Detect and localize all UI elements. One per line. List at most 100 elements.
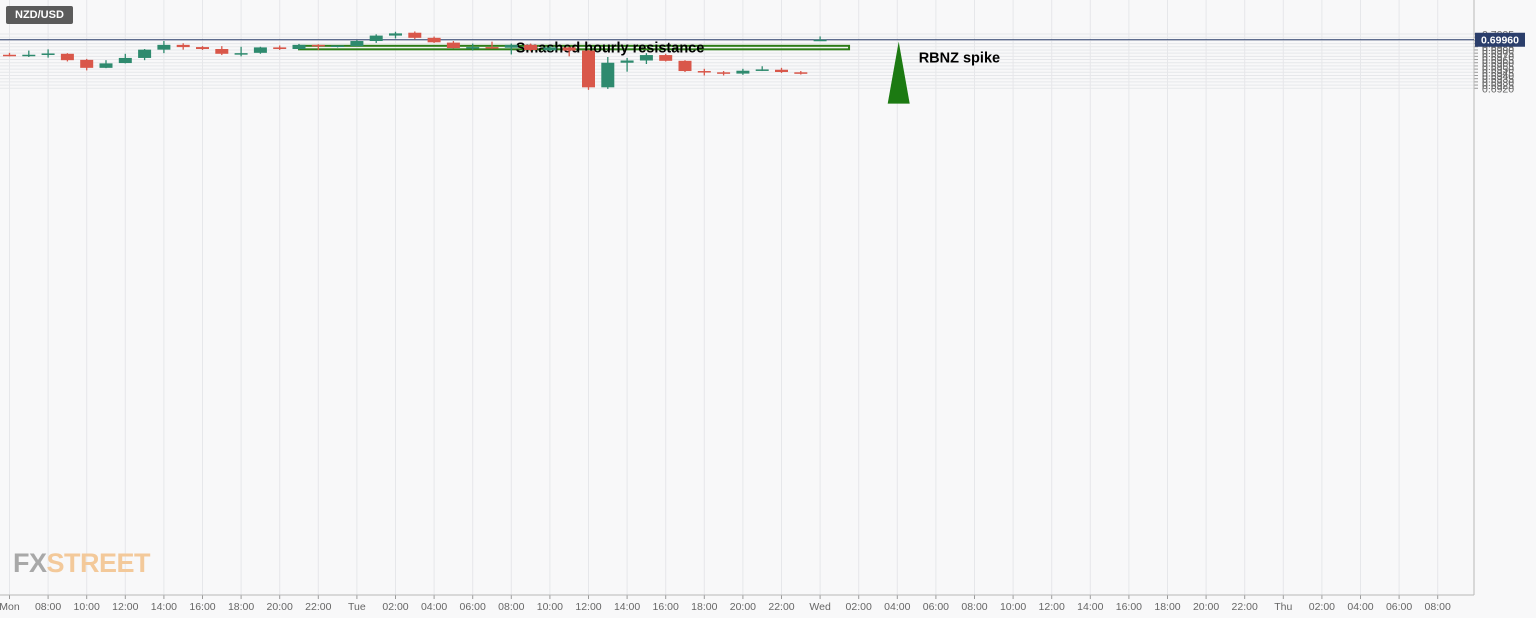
candle-body-bullish [504, 44, 518, 48]
x-tick-label: 12:00 [575, 601, 601, 613]
x-tick-label: 12:00 [112, 601, 138, 613]
y-tick-label: 0.6960 [1482, 58, 1514, 70]
candle-body-bullish [755, 69, 769, 71]
candle-body-bullish [138, 49, 152, 58]
candle-body-bearish [485, 47, 499, 49]
y-tick-label: 0.6965 [1482, 55, 1514, 67]
current-price-label: 0.69960 [1481, 35, 1519, 47]
x-tick-label: 14:00 [614, 601, 640, 613]
candle-body-bearish [215, 49, 229, 54]
candle-body-bullish [234, 53, 248, 55]
x-tick-label: 08:00 [498, 601, 524, 613]
candle-body-bearish [582, 50, 595, 88]
x-tick-label: 16:00 [189, 601, 215, 613]
candle-body-bearish [775, 69, 788, 72]
x-tick-label: 06:00 [1386, 601, 1412, 613]
y-tick-label: 0.6975 [1482, 48, 1514, 60]
candle-body-bearish [659, 55, 673, 61]
x-tick-label: 14:00 [1077, 601, 1103, 613]
candle-body-bearish [311, 44, 325, 47]
candle-body-bearish [562, 47, 576, 51]
x-tick-label: 08:00 [35, 601, 61, 613]
candle-body-bullish [22, 54, 36, 57]
candle-body-bearish [446, 42, 460, 49]
candle-body-bullish [99, 63, 113, 68]
resistance-label: Smashed hourly resistance [516, 41, 705, 57]
x-tick-label: 18:00 [691, 601, 717, 613]
x-tick-label: 18:00 [228, 601, 254, 613]
candle-body-bullish [620, 60, 634, 63]
x-tick-label: 20:00 [730, 601, 756, 613]
candle-body-bearish [427, 37, 441, 43]
y-tick-label: 0.6980 [1482, 45, 1514, 57]
candle-body-bullish [736, 70, 750, 74]
y-tick-label: 0.6920 [1482, 83, 1514, 95]
candle-body-bullish [601, 62, 615, 88]
symbol-badge[interactable]: NZD/USD [6, 6, 73, 24]
price-axis-panel [1474, 0, 1536, 618]
x-tick-label: 16:00 [653, 601, 679, 613]
y-tick-label: 0.6930 [1482, 77, 1514, 89]
candle-body-bullish [466, 47, 480, 49]
candle-body-bearish [196, 47, 209, 50]
candle-body-bearish [3, 54, 16, 57]
candle-body-bearish [524, 44, 538, 50]
candle-body-bullish [41, 53, 55, 55]
x-tick-label: 18:00 [1154, 601, 1180, 613]
y-tick-label: 0.6950 [1482, 64, 1514, 76]
candle-body-bearish [60, 53, 74, 61]
rbnz-arrow-head [887, 41, 910, 104]
x-tick-label: Mon [0, 601, 20, 613]
candle-body-bullish [369, 35, 383, 42]
x-tick-label: 14:00 [151, 601, 177, 613]
candle-body-bearish [697, 71, 711, 73]
x-tick-label: Wed [809, 601, 831, 613]
x-tick-label: 20:00 [267, 601, 293, 613]
x-tick-label: 20:00 [1193, 601, 1219, 613]
x-tick-label: Tue [348, 601, 366, 613]
x-tick-label: 08:00 [961, 601, 987, 613]
candle-body-bullish [813, 39, 827, 42]
y-tick-label: 0.6955 [1482, 61, 1514, 73]
candle-body-bullish [118, 57, 132, 64]
x-tick-label: 04:00 [1347, 601, 1373, 613]
x-tick-label: 04:00 [884, 601, 910, 613]
candle-body-bearish [273, 47, 287, 50]
x-tick-label: 22:00 [1232, 601, 1258, 613]
fxstreet-watermark: FXSTREET [13, 548, 151, 579]
candle-body-bullish [157, 44, 171, 50]
candle-body-bullish [543, 47, 557, 51]
candle-body-bearish [717, 72, 731, 74]
candle-body-bullish [350, 41, 364, 47]
candle-body-bullish [331, 45, 345, 47]
y-tick-label: 0.6970 [1482, 51, 1514, 63]
x-tick-label: 16:00 [1116, 601, 1142, 613]
x-tick-label: 12:00 [1039, 601, 1065, 613]
rbnz-spike-label: RBNZ spike [919, 51, 1000, 67]
y-tick-label: 0.6940 [1482, 71, 1514, 83]
current-price-badge [1475, 32, 1525, 47]
x-tick-label: 06:00 [460, 601, 486, 613]
x-tick-label: 22:00 [768, 601, 794, 613]
watermark-fx: FX [13, 548, 47, 578]
x-tick-label: 02:00 [382, 601, 408, 613]
candle-body-bearish [176, 44, 190, 48]
x-tick-label: 02:00 [1309, 601, 1335, 613]
candle-body-bearish [678, 60, 692, 72]
x-tick-label: 10:00 [537, 601, 563, 613]
y-tick-label: 0.6935 [1482, 74, 1514, 86]
x-tick-label: 10:00 [74, 601, 100, 613]
x-tick-label: Thu [1274, 601, 1292, 613]
x-tick-label: 22:00 [305, 601, 331, 613]
candle-body-bullish [253, 47, 267, 53]
x-tick-label: 10:00 [1000, 601, 1026, 613]
x-tick-label: 04:00 [421, 601, 447, 613]
candle-body-bullish [389, 33, 402, 36]
candle-body-bullish [639, 55, 653, 61]
candle-body-bearish [80, 59, 94, 68]
candle-body-bearish [408, 32, 422, 38]
candle-body-bullish [292, 44, 306, 50]
x-tick-label: 02:00 [846, 601, 872, 613]
